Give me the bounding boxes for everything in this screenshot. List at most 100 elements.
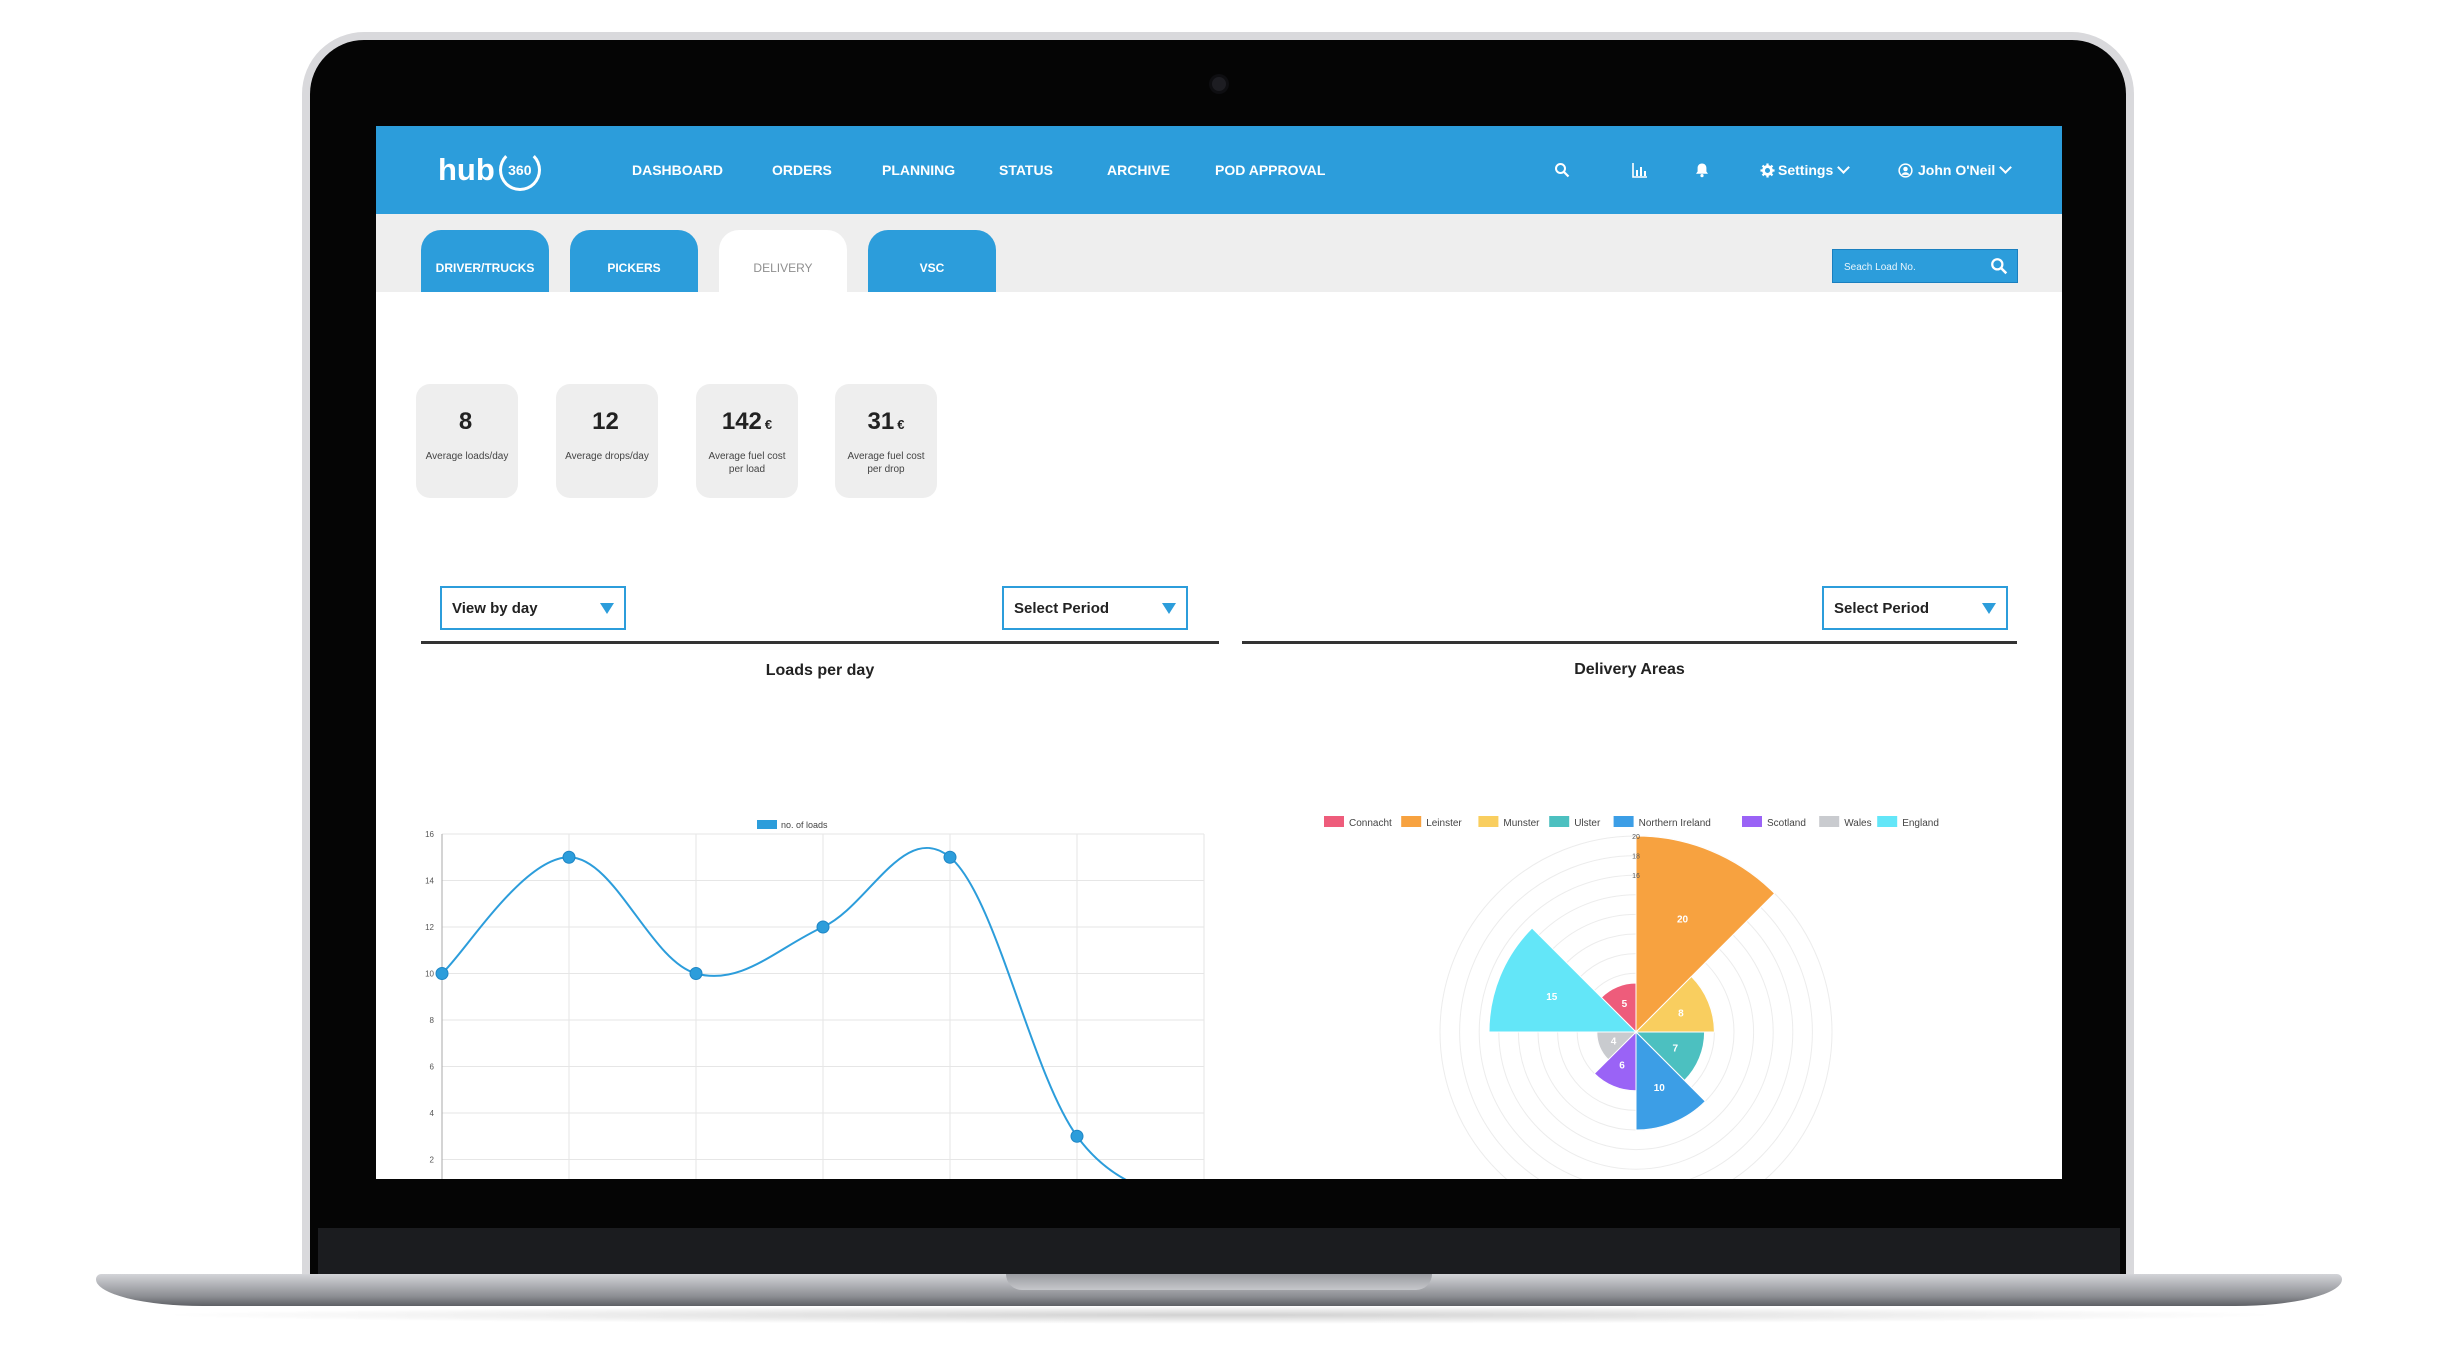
polar-wedge — [1593, 1030, 1637, 1092]
legend-label: Northern Ireland — [1639, 818, 1711, 829]
y-tick-label: 8 — [430, 1016, 435, 1025]
period-left-value: Select Period — [1014, 600, 1110, 617]
legend-swatch — [757, 820, 777, 829]
legend-swatch — [1401, 816, 1422, 827]
legend-swatch — [1819, 816, 1840, 827]
polar-wedge — [1634, 975, 1715, 1033]
stat-label: Average fuel cost per drop — [847, 451, 925, 475]
y-tick-label: 4 — [430, 1109, 435, 1118]
data-point — [689, 967, 703, 980]
webcam — [1212, 77, 1226, 91]
legend-label: no. of loads — [781, 820, 828, 830]
nav-archive[interactable]: ARCHIVE — [1107, 162, 1171, 178]
search-input[interactable] — [1842, 256, 1986, 278]
user-menu[interactable]: John O'Neil — [1898, 126, 2013, 214]
r-tick-label: 16 — [1632, 873, 1640, 880]
user-name: John O'Neil — [1918, 162, 1996, 178]
legend-swatch — [1324, 816, 1344, 827]
legend-label: England — [1902, 818, 1939, 829]
chevron-down-icon — [1999, 161, 2013, 174]
period-right-value: Select Period — [1834, 600, 1930, 617]
legend-label: Leinster — [1426, 818, 1462, 829]
search-icon[interactable] — [1554, 162, 1570, 178]
view-by-value: View by day — [452, 600, 538, 617]
legend-label: Munster — [1503, 818, 1540, 829]
y-tick-label: 10 — [425, 970, 434, 979]
settings-menu[interactable]: Settings — [1760, 126, 1851, 214]
laptop-shadow — [150, 1306, 2290, 1324]
nav-status[interactable]: STATUS — [999, 162, 1053, 178]
delivery-areas-chart: Connacht Leinster Munster Ulster Northern Ir… — [1324, 816, 1939, 1179]
chevron-down-icon — [1837, 161, 1851, 174]
y-tick-label: 14 — [425, 877, 434, 886]
legend-swatch — [1549, 816, 1570, 827]
r-tick-label: 20 — [1632, 834, 1640, 841]
data-label: 4 — [1611, 1036, 1617, 1047]
tab-pickers[interactable]: PICKERS — [570, 230, 698, 292]
legend-swatch — [1613, 816, 1634, 827]
data-label: 10 — [1654, 1083, 1666, 1094]
bell-icon[interactable] — [1694, 162, 1710, 178]
data-label: 20 — [1677, 915, 1689, 926]
stat-label: Average loads/day — [425, 451, 509, 462]
data-label: 6 — [1619, 1061, 1625, 1072]
data-point — [562, 850, 576, 864]
data-point — [816, 920, 830, 934]
data-label: 5 — [1622, 999, 1628, 1010]
nav-dashboard[interactable]: DASHBOARD — [632, 162, 723, 178]
period-select-right[interactable]: Select Period — [1822, 586, 2008, 630]
laptop-chin — [318, 1228, 2120, 1274]
y-tick-label: 12 — [425, 923, 434, 932]
r-tick-label: 18 — [1632, 854, 1640, 861]
logo-text: hub — [438, 152, 495, 187]
stat-label: Average fuel cost per load — [708, 451, 786, 475]
legend-swatch — [1877, 816, 1898, 827]
stat-value: 31 € — [867, 408, 905, 435]
top-navbar: hub 360 DASHBOARD ORDERS PLANNING STATUS… — [376, 126, 2062, 214]
legend-label: Scotland — [1767, 818, 1806, 829]
loads-per-day-chart: 0246810121416MondayTuesdayWednesdayThurs… — [425, 820, 1205, 1179]
period-select-left[interactable]: Select Period — [1002, 586, 1188, 630]
stat-card-fuel-per-load: 142 € Average fuel cost per load — [696, 384, 798, 498]
logo-badge: 360 — [498, 149, 541, 191]
legend-swatch — [1742, 816, 1762, 827]
stat-value: 12 — [592, 408, 619, 435]
stat-value: 142 € — [721, 408, 773, 435]
polar-chart-title: Delivery Areas — [1574, 661, 1685, 678]
data-label: 8 — [1678, 1008, 1684, 1019]
chart-icon[interactable] — [1632, 162, 1648, 178]
tab-vsc[interactable]: VSC — [868, 230, 996, 292]
data-point — [435, 967, 449, 980]
stat-label: Average drops/day — [565, 451, 649, 462]
laptop-notch — [1006, 1274, 1432, 1290]
nav-planning[interactable]: PLANNING — [882, 162, 956, 178]
stat-card-drops-per-day: 12 Average drops/day — [556, 384, 658, 498]
data-label: 7 — [1673, 1043, 1679, 1054]
app-screen: hub 360 DASHBOARD ORDERS PLANNING STATUS… — [376, 126, 2062, 1179]
polar-wedge — [1635, 1030, 1707, 1131]
search-icon[interactable] — [1990, 257, 2008, 275]
stat-card-loads-per-day: 8 Average loads/day — [416, 384, 518, 498]
view-by-select[interactable]: View by day — [440, 586, 626, 630]
settings-label: Settings — [1778, 162, 1834, 178]
y-tick-label: 16 — [425, 830, 434, 839]
nav-pod-approval[interactable]: POD APPROVAL — [1215, 162, 1326, 178]
stat-value: 8 — [458, 408, 473, 435]
divider-left — [421, 641, 1219, 644]
line-chart-title: Loads per day — [765, 662, 875, 679]
y-tick-label: 2 — [430, 1156, 435, 1165]
divider-right — [1242, 641, 2017, 644]
legend-swatch — [1478, 816, 1499, 827]
y-tick-label: 6 — [430, 1063, 435, 1072]
data-point — [943, 850, 957, 864]
polar-wedge — [1635, 835, 1776, 1034]
tab-driver-trucks[interactable]: DRIVER/TRUCKS — [421, 230, 549, 292]
nav-orders[interactable]: ORDERS — [772, 162, 832, 178]
tab-delivery[interactable]: DELIVERY — [719, 230, 847, 292]
data-label: 15 — [1546, 992, 1558, 1003]
legend-label: Wales — [1844, 818, 1871, 829]
data-point — [1070, 1129, 1084, 1143]
dropdown-arrow-icon — [1982, 603, 1996, 614]
user-icon — [1898, 163, 1913, 178]
hub360-logo[interactable]: hub 360 — [438, 146, 541, 194]
